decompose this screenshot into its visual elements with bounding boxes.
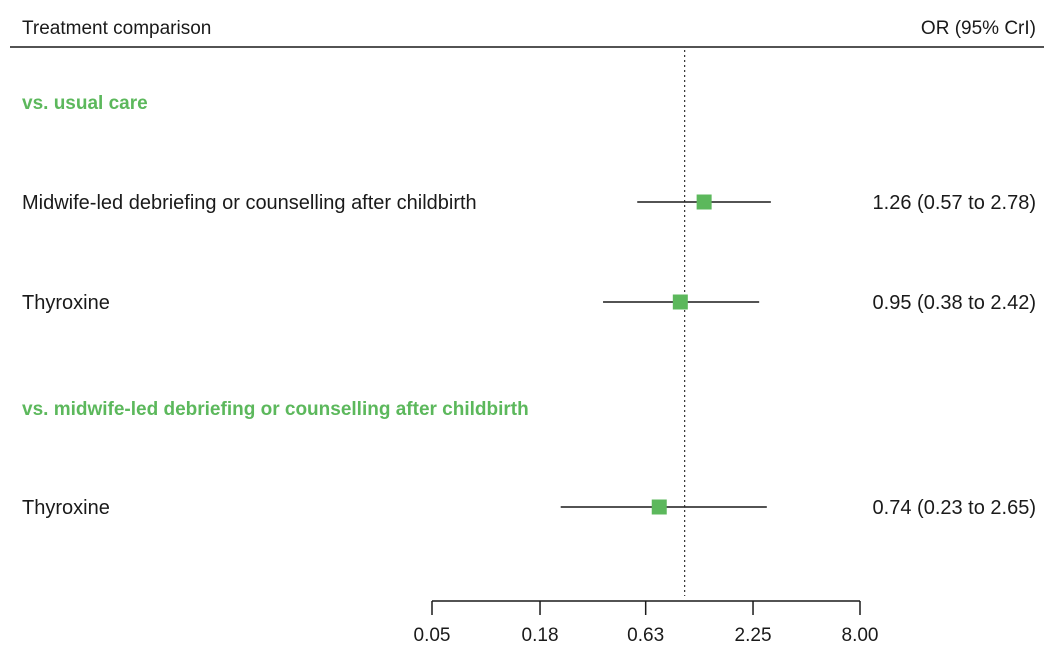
row-label: Thyroxine <box>22 292 110 314</box>
x-tick-label: 0.05 <box>414 625 451 645</box>
x-tick-label: 0.63 <box>627 625 664 645</box>
group-label: vs. usual care <box>22 93 148 114</box>
row-label: Midwife-led debriefing or counselling af… <box>22 192 477 214</box>
point-estimate-marker <box>696 194 712 210</box>
x-tick-label: 8.00 <box>842 625 879 645</box>
header-treatment-comparison: Treatment comparison <box>22 18 211 39</box>
x-tick-label: 0.18 <box>522 625 559 645</box>
estimate-label: 0.95 (0.38 to 2.42) <box>873 292 1036 314</box>
estimate-label: 1.26 (0.57 to 2.78) <box>873 192 1036 214</box>
rows-layer: vs. usual care Midwife-led debriefing or … <box>22 50 1036 596</box>
group-label: vs. midwife-led debriefing or counsellin… <box>22 399 529 420</box>
row-label: Thyroxine <box>22 497 110 519</box>
x-axis: 0.05 0.18 0.63 2.25 8.00 <box>414 600 879 645</box>
x-tick-label: 2.25 <box>735 625 772 645</box>
point-estimate-marker <box>672 294 688 310</box>
estimate-label: 0.74 (0.23 to 2.65) <box>873 497 1036 519</box>
header-or-95-cri: OR (95% CrI) <box>921 18 1036 39</box>
point-estimate-marker <box>651 499 667 515</box>
